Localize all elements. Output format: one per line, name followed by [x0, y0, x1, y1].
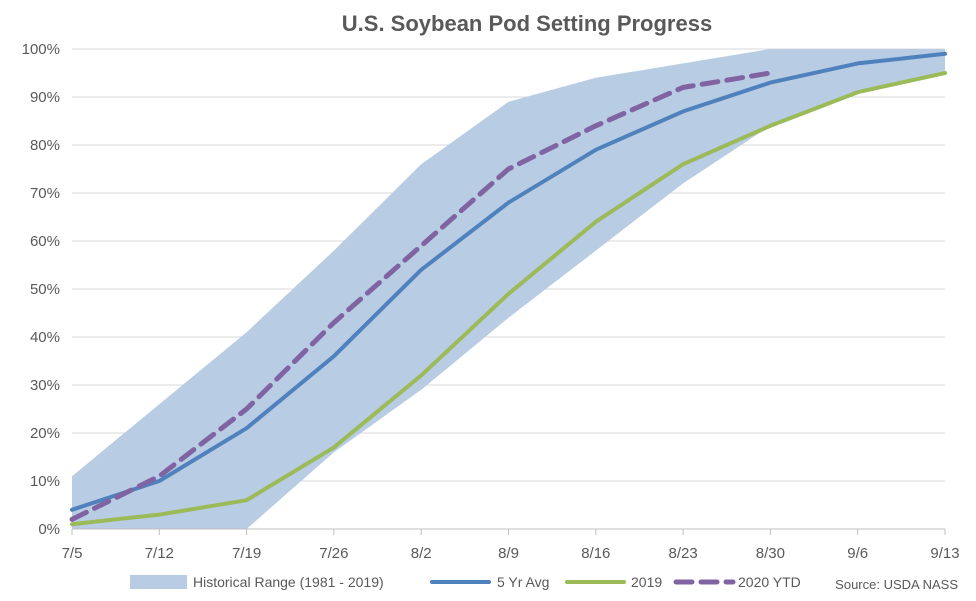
series-lines	[69, 51, 947, 527]
series-line-2019	[70, 71, 947, 527]
historical-range-area	[72, 49, 945, 529]
y-tick-label: 100%	[22, 41, 60, 58]
chart-title: U.S. Soybean Pod Setting Progress	[342, 11, 712, 36]
x-tick-label: 8/16	[581, 545, 610, 562]
x-tick-label: 8/23	[668, 545, 697, 562]
legend-label: Historical Range (1981 - 2019)	[193, 574, 384, 590]
x-tick-label: 8/2	[411, 545, 432, 562]
source-note: Source: USDA NASS	[835, 577, 958, 592]
x-tick-label: 8/30	[756, 545, 785, 562]
y-tick-label: 10%	[30, 473, 60, 490]
x-tick-label: 7/19	[232, 545, 261, 562]
x-tick-label: 7/12	[145, 545, 174, 562]
y-tick-label: 90%	[30, 89, 60, 106]
axes: 0% 10% 20% 30% 40% 50% 60% 70% 80% 90% 100% 7/5 7/12…	[22, 41, 960, 562]
x-tick-label: 8/9	[498, 545, 519, 562]
legend-label: 5 Yr Avg	[497, 574, 549, 590]
y-tick-label: 40%	[30, 329, 60, 346]
y-tick-label: 0%	[38, 521, 60, 538]
x-tick-label: 7/26	[319, 545, 348, 562]
series-line-2020-ytd	[69, 70, 773, 522]
y-tick-label: 80%	[30, 137, 60, 154]
legend-label: 2020 YTD	[738, 574, 801, 590]
range-area-layer	[72, 49, 945, 529]
y-tick-label: 60%	[30, 233, 60, 250]
series-line-5-yr-avg	[70, 51, 947, 512]
x-tick-label: 9/13	[930, 545, 959, 562]
y-tick-label: 20%	[30, 425, 60, 442]
legend: Historical Range (1981 - 2019) 5 Yr Avg 20…	[130, 574, 801, 590]
y-tick-label: 50%	[30, 281, 60, 298]
legend-label: 2019	[631, 574, 662, 590]
legend-swatch-historical-range	[130, 575, 187, 589]
y-tick-label: 70%	[30, 185, 60, 202]
y-tick-label: 30%	[30, 377, 60, 394]
x-tick-label: 7/5	[62, 545, 83, 562]
x-tick-label: 9/6	[847, 545, 868, 562]
